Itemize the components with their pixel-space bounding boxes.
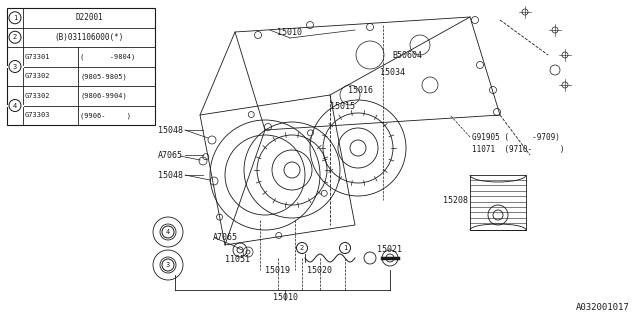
Text: 15020: 15020 — [307, 266, 333, 275]
Text: D22001: D22001 — [75, 13, 103, 22]
Text: 15019: 15019 — [266, 266, 291, 275]
Text: 2: 2 — [13, 34, 17, 40]
Text: B50604: B50604 — [392, 51, 422, 60]
Text: 11071  (9710-      ): 11071 (9710- ) — [472, 145, 564, 154]
Text: G91905 (     -9709): G91905 ( -9709) — [472, 132, 560, 141]
Text: 15048: 15048 — [158, 125, 183, 134]
Text: (9805-9805): (9805-9805) — [80, 73, 127, 79]
Text: (B)031106000(*): (B)031106000(*) — [54, 33, 124, 42]
Text: A7065: A7065 — [158, 150, 183, 159]
Text: 11051: 11051 — [225, 255, 250, 264]
Text: 15021: 15021 — [378, 245, 403, 254]
Text: 15010: 15010 — [273, 293, 298, 302]
Text: 3: 3 — [13, 63, 17, 69]
Text: (      -9804): ( -9804) — [80, 53, 135, 60]
Text: (9906-     ): (9906- ) — [80, 112, 131, 118]
Text: 15016: 15016 — [348, 85, 373, 94]
Text: 15015: 15015 — [330, 101, 355, 110]
Text: G73302: G73302 — [25, 93, 51, 99]
Text: G73302: G73302 — [25, 73, 51, 79]
Text: 4: 4 — [166, 229, 170, 235]
Text: 1: 1 — [13, 15, 17, 21]
Bar — [7, 8, 155, 125]
Bar — [470, 175, 526, 230]
Text: 2: 2 — [300, 245, 304, 251]
Text: 1: 1 — [343, 245, 347, 251]
Text: G73301: G73301 — [25, 54, 51, 60]
Text: G73303: G73303 — [25, 112, 51, 118]
Text: 15048: 15048 — [158, 171, 183, 180]
Text: 3: 3 — [166, 262, 170, 268]
Text: 15208: 15208 — [443, 196, 468, 204]
Text: A7065: A7065 — [213, 233, 238, 242]
Text: 15010: 15010 — [278, 28, 303, 37]
Text: (9806-9904): (9806-9904) — [80, 92, 127, 99]
Text: 4: 4 — [13, 102, 17, 108]
Text: A032001017: A032001017 — [576, 303, 630, 312]
Text: 15034: 15034 — [380, 68, 405, 76]
